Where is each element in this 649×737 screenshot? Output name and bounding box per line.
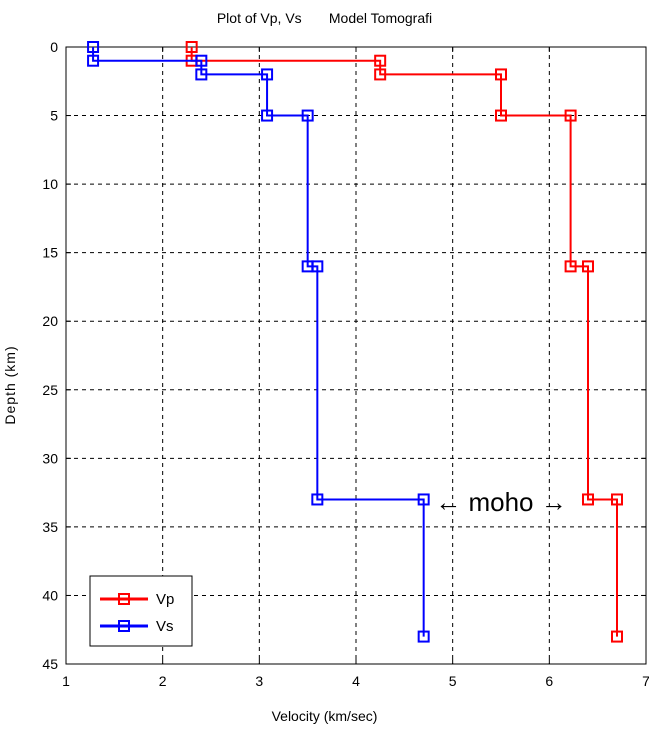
- chart-title: Plot of Vp, Vs Model Tomografi: [216, 10, 433, 26]
- y-tick-label: 30: [42, 450, 58, 466]
- marker-vp: [611, 630, 623, 643]
- marker-vs: [417, 630, 430, 643]
- legend-marker-vs: [118, 620, 130, 632]
- annotation-moho: ← moho →: [435, 487, 567, 517]
- y-tick-label: 45: [42, 656, 58, 672]
- y-tick-label: 40: [42, 587, 58, 603]
- marker-vs: [87, 41, 100, 53]
- marker-vp: [495, 68, 507, 81]
- x-tick-label: 6: [545, 673, 553, 689]
- legend-marker-vp: [118, 593, 130, 605]
- x-tick-label: 5: [449, 673, 457, 689]
- marker-vs: [311, 493, 324, 506]
- y-tick-label: 5: [50, 108, 58, 124]
- y-tick-label: 10: [42, 176, 58, 192]
- marker-vs: [261, 109, 274, 122]
- x-tick-label: 7: [642, 673, 649, 689]
- y-tick-label: 0: [50, 39, 58, 55]
- marker-vp: [374, 54, 387, 67]
- marker-vs: [87, 54, 100, 67]
- legend-box: [89, 575, 193, 647]
- y-tick-label: 35: [42, 519, 58, 535]
- y-axis-label: Depth (km): [2, 345, 18, 425]
- x-tick-label: 2: [159, 673, 167, 689]
- marker-vp: [611, 493, 623, 506]
- series-line-vs: [92, 47, 425, 637]
- x-tick-label: 1: [62, 673, 70, 689]
- marker-vp: [582, 493, 594, 506]
- y-tick-label: 25: [42, 382, 58, 398]
- marker-vp: [374, 68, 387, 81]
- x-axis-label: Velocity (km/sec): [271, 708, 378, 724]
- legend-label-vp: Vp: [156, 591, 174, 608]
- marker-vs: [261, 68, 274, 81]
- marker-vp: [582, 260, 594, 273]
- marker-vs: [311, 260, 324, 273]
- marker-vs: [195, 54, 208, 67]
- marker-vp: [564, 109, 577, 122]
- y-tick-label: 15: [42, 245, 58, 261]
- marker-vp: [495, 109, 507, 122]
- x-tick-label: 4: [352, 673, 360, 689]
- marker-vp: [185, 41, 198, 53]
- marker-vs: [301, 109, 314, 122]
- y-tick-label: 20: [42, 313, 58, 329]
- marker-vs: [417, 493, 430, 506]
- marker-vp: [564, 260, 577, 273]
- legend-label-vs: Vs: [156, 618, 174, 635]
- plot-background: [66, 47, 646, 664]
- x-tick-label: 3: [255, 673, 263, 689]
- marker-vs: [195, 68, 208, 81]
